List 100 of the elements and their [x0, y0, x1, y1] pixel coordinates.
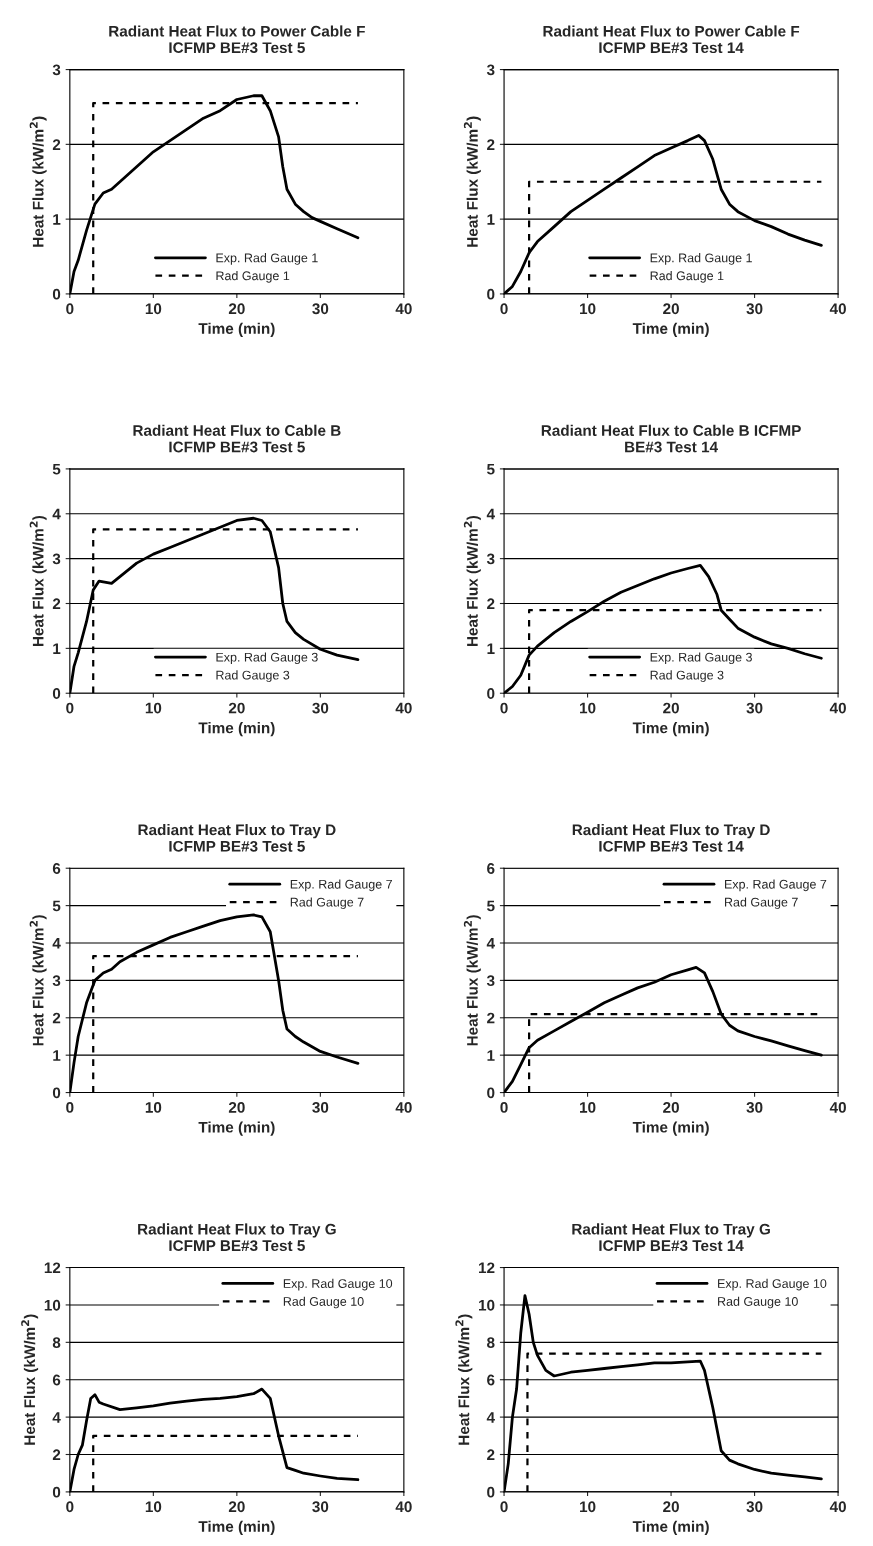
chart-title: Radiant Heat Flux to Tray G ICFMP BE#3 Test 5	[138, 1223, 336, 1252]
chart-title: Radiant Heat Flux to Tray D ICFMP BE#3 Test 5	[138, 824, 336, 852]
y-tick-label: 0	[487, 1486, 495, 1498]
x-tick-label: 20	[228, 702, 245, 714]
x-tick-label: 40	[395, 1501, 412, 1513]
y-tick-label: 1	[487, 643, 495, 654]
x-axis-title: Time (min)	[198, 322, 275, 337]
x-axis-title: Time (min)	[198, 722, 275, 737]
x-axis-title: Time (min)	[632, 322, 709, 337]
y-tick-label: 4	[52, 938, 61, 949]
y-axis-title: Heat Flux (kW/m$^{2}$)	[29, 515, 47, 647]
x-tick-label: 0	[500, 303, 508, 315]
chart-title: Radiant Heat Flux to Tray G ICFMP BE#3 Test 14	[572, 1223, 770, 1252]
y-axis-title: Heat Flux (kW/m$^{2}$)	[21, 1314, 39, 1445]
x-tick-label: 10	[580, 702, 596, 714]
legend-label: Rad Gauge 10	[718, 1296, 798, 1309]
x-tick-label: 40	[829, 1501, 846, 1513]
x-tick-label: 20	[663, 1101, 679, 1113]
x-tick-label: 40	[395, 702, 412, 714]
y-tick-label: 10	[479, 1299, 495, 1311]
x-tick-label: 0	[66, 303, 74, 315]
x-axis-title: Time (min)	[632, 722, 709, 737]
y-tick-label: 0	[487, 1087, 495, 1099]
x-tick-label: 20	[663, 702, 679, 714]
x-tick-label: 40	[829, 1101, 846, 1113]
y-tick-label: 5	[487, 900, 495, 912]
legend-label: Exp. Rad Gauge 3	[216, 652, 318, 665]
y-tick-label: 3	[486, 553, 495, 565]
x-tick-label: 10	[580, 303, 596, 315]
y-tick-label: 2	[52, 1449, 61, 1461]
x-axis-title: Time (min)	[632, 1520, 709, 1535]
x-tick-label: 10	[580, 1101, 596, 1113]
y-tick-label: 5	[487, 463, 495, 475]
y-tick-label: 12	[479, 1262, 495, 1274]
x-tick-label: 10	[145, 1101, 162, 1113]
x-tick-label: 0	[66, 702, 74, 714]
y-tick-label: 4	[52, 1412, 61, 1423]
y-axis-title: Heat Flux (kW/m$^{2}$)	[463, 515, 481, 647]
x-tick-label: 20	[228, 1101, 245, 1113]
x-tick-label: 40	[829, 303, 846, 315]
x-tick-label: 30	[746, 1501, 763, 1513]
y-tick-label: 4	[52, 508, 61, 520]
y-tick-label: 4	[486, 508, 495, 520]
y-tick-label: 2	[52, 598, 61, 610]
chart-title: Radiant Heat Flux to Cable B ICFMP BE#3 Test 5	[133, 424, 341, 453]
x-tick-label: 20	[228, 303, 245, 315]
legend-label: Exp. Rad Gauge 10	[283, 1278, 393, 1291]
y-tick-label: 1	[487, 1050, 495, 1061]
x-tick-label: 20	[663, 303, 679, 315]
y-axis-title: Heat Flux (kW/m$^{2}$)	[463, 116, 481, 247]
x-axis-title: Time (min)	[632, 1121, 709, 1136]
legend-label: Rad Gauge 3	[650, 670, 724, 682]
legend-label: Rad Gauge 7	[290, 897, 364, 910]
y-tick-label: 3	[52, 553, 61, 565]
y-axis-title: Heat Flux (kW/m$^{2}$)	[463, 915, 481, 1046]
x-tick-label: 10	[580, 1501, 596, 1513]
y-tick-label: 6	[52, 1374, 61, 1386]
y-tick-label: 4	[486, 938, 495, 949]
legend-label: Exp. Rad Gauge 7	[725, 879, 827, 892]
legend-label: Rad Gauge 1	[650, 271, 724, 283]
y-tick-label: 6	[52, 863, 61, 874]
chart-title: Radiant Heat Flux to Power Cable F ICFMP BE#3 Test 14	[543, 25, 800, 54]
x-tick-label: 40	[395, 303, 412, 315]
y-tick-label: 8	[487, 1337, 495, 1349]
legend-label: Exp. Rad Gauge 1	[650, 253, 752, 265]
y-tick-label: 10	[44, 1299, 61, 1311]
y-tick-label: 1	[53, 643, 61, 654]
y-tick-label: 2	[487, 598, 495, 610]
legend-label: Rad Gauge 3	[216, 670, 290, 682]
y-axis-title: Heat Flux (kW/m$^{2}$)	[29, 915, 47, 1046]
y-axis-title: Heat Flux (kW/m$^{2}$)	[29, 116, 47, 247]
legend-label: Exp. Rad Gauge 7	[290, 879, 392, 892]
x-tick-label: 0	[66, 1501, 74, 1513]
x-tick-label: 30	[312, 1101, 329, 1113]
x-tick-label: 0	[500, 702, 508, 714]
y-tick-label: 3	[486, 64, 495, 76]
legend-label: Exp. Rad Gauge 3	[650, 652, 752, 665]
y-tick-label: 0	[52, 688, 61, 699]
x-tick-label: 40	[829, 702, 846, 714]
legend-label: Exp. Rad Gauge 10	[718, 1278, 827, 1291]
y-tick-label: 2	[52, 1012, 61, 1024]
x-tick-label: 10	[145, 702, 162, 714]
y-tick-label: 3	[486, 975, 495, 987]
x-tick-label: 40	[395, 1101, 412, 1113]
y-tick-label: 1	[487, 214, 495, 225]
x-tick-label: 0	[500, 1501, 508, 1513]
y-tick-label: 3	[52, 975, 61, 987]
x-tick-label: 30	[746, 303, 763, 315]
y-tick-label: 5	[52, 463, 61, 475]
y-tick-label: 3	[52, 64, 61, 76]
y-axis-title: Heat Flux (kW/m$^{2}$)	[455, 1314, 473, 1445]
x-tick-label: 30	[312, 1501, 329, 1513]
legend-label: Rad Gauge 7	[725, 897, 798, 910]
y-tick-label: 1	[53, 214, 61, 225]
y-tick-label: 6	[487, 1374, 495, 1386]
y-tick-label: 0	[487, 288, 495, 300]
x-tick-label: 30	[746, 1101, 763, 1113]
y-tick-label: 1	[53, 1050, 61, 1061]
x-tick-label: 0	[66, 1101, 74, 1113]
y-tick-label: 2	[487, 1012, 495, 1024]
